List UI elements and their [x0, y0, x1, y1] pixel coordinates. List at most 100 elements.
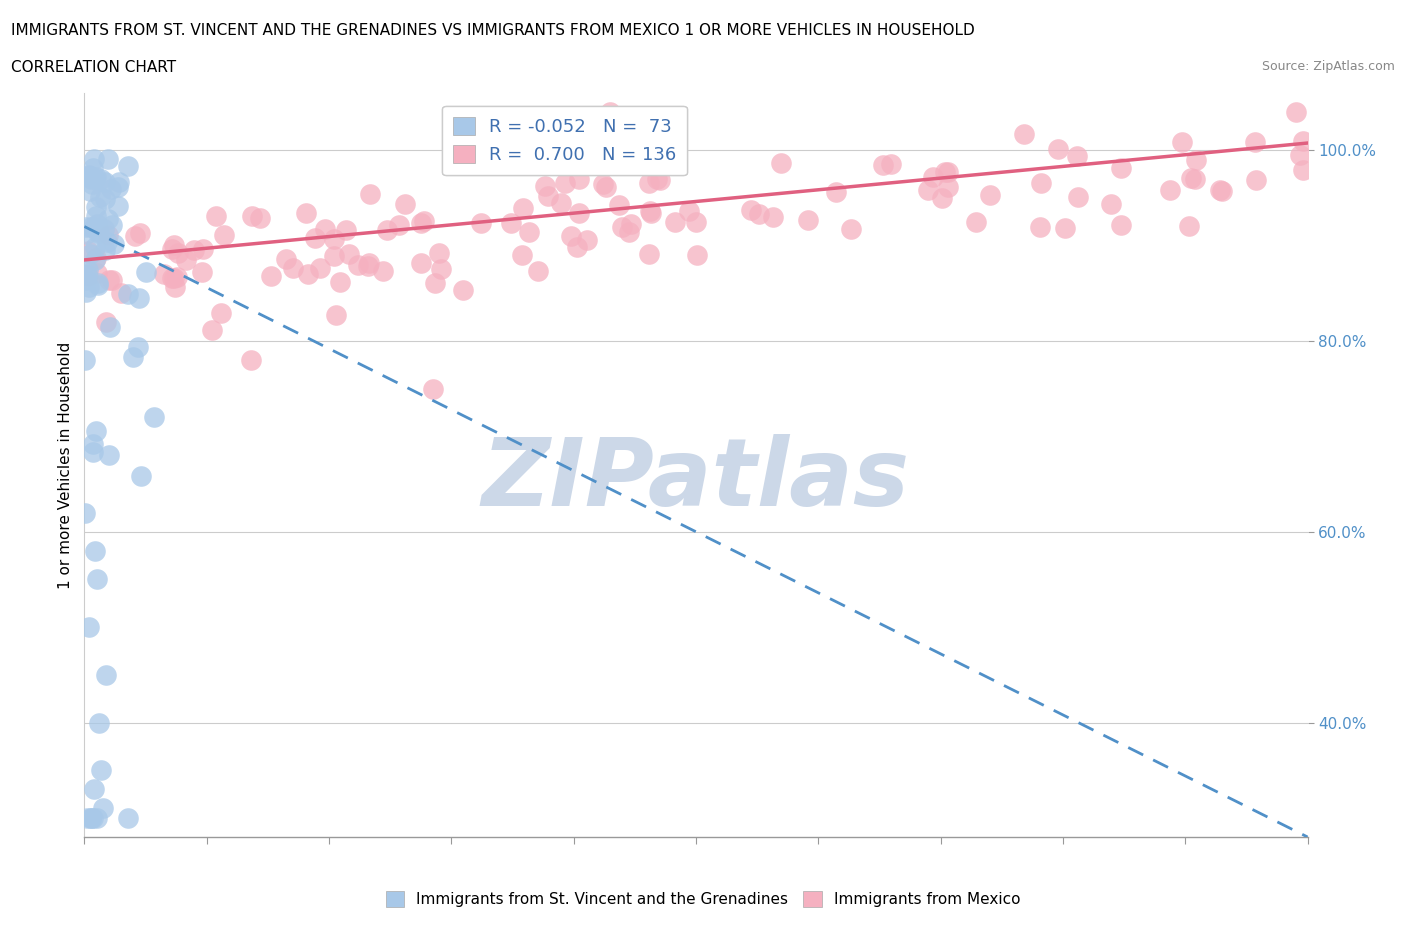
- Point: [517, 224, 540, 239]
- Point: [80, 810, 103, 825]
- Point: [609, 198, 631, 213]
- Point: [510, 247, 533, 262]
- Point: [1047, 141, 1070, 156]
- Point: [117, 159, 139, 174]
- Point: [797, 212, 820, 227]
- Point: [93, 221, 115, 236]
- Point: [1067, 190, 1090, 205]
- Point: [550, 195, 572, 210]
- Point: [190, 264, 212, 279]
- Point: [347, 257, 370, 272]
- Point: [77, 280, 100, 295]
- Point: [1211, 183, 1233, 198]
- Point: [451, 283, 474, 298]
- Point: [90, 172, 112, 187]
- Point: [304, 231, 326, 246]
- Point: [97, 211, 120, 226]
- Point: [648, 172, 671, 187]
- Point: [678, 203, 700, 218]
- Point: [839, 221, 862, 236]
- Point: [560, 228, 582, 243]
- Point: [90, 763, 112, 777]
- Point: [73, 352, 96, 367]
- Point: [201, 323, 224, 338]
- Point: [308, 261, 330, 276]
- Point: [917, 182, 939, 197]
- Point: [76, 810, 98, 825]
- Point: [371, 263, 394, 278]
- Point: [748, 206, 770, 221]
- Point: [430, 261, 453, 276]
- Point: [83, 253, 105, 268]
- Point: [107, 179, 129, 194]
- Point: [77, 619, 100, 634]
- Point: [82, 445, 104, 460]
- Point: [1308, 177, 1330, 192]
- Point: [91, 801, 114, 816]
- Point: [82, 177, 104, 192]
- Point: [1291, 134, 1313, 149]
- Point: [131, 469, 153, 484]
- Point: [166, 270, 188, 285]
- Point: [76, 244, 98, 259]
- Point: [260, 269, 283, 284]
- Point: [281, 260, 304, 275]
- Point: [77, 167, 100, 182]
- Point: [75, 505, 97, 520]
- Point: [89, 190, 111, 205]
- Point: [77, 168, 100, 183]
- Point: [193, 242, 215, 257]
- Point: [239, 352, 262, 367]
- Point: [1180, 171, 1202, 186]
- Point: [575, 232, 598, 247]
- Point: [357, 256, 380, 271]
- Point: [101, 272, 124, 287]
- Point: [685, 215, 707, 230]
- Point: [1288, 148, 1310, 163]
- Point: [87, 276, 110, 291]
- Point: [568, 171, 591, 186]
- Point: [212, 228, 235, 243]
- Point: [108, 175, 131, 190]
- Point: [411, 216, 433, 231]
- Point: [80, 172, 103, 187]
- Point: [1292, 163, 1315, 178]
- Point: [1066, 149, 1088, 164]
- Point: [1029, 219, 1052, 234]
- Point: [83, 219, 105, 234]
- Point: [84, 171, 107, 186]
- Legend: Immigrants from St. Vincent and the Grenadines, Immigrants from Mexico: Immigrants from St. Vincent and the Gren…: [380, 884, 1026, 913]
- Point: [100, 181, 122, 196]
- Point: [96, 668, 118, 683]
- Point: [73, 266, 96, 281]
- Point: [335, 222, 357, 237]
- Point: [128, 290, 150, 305]
- Point: [1185, 153, 1208, 167]
- Point: [645, 172, 668, 187]
- Point: [1159, 183, 1181, 198]
- Point: [94, 175, 117, 190]
- Point: [110, 286, 132, 300]
- Point: [143, 410, 166, 425]
- Point: [75, 272, 97, 287]
- Point: [127, 339, 149, 354]
- Point: [762, 210, 785, 225]
- Point: [325, 308, 347, 323]
- Point: [979, 188, 1001, 203]
- Point: [534, 179, 557, 193]
- Point: [922, 169, 945, 184]
- Point: [314, 221, 336, 236]
- Point: [84, 239, 107, 254]
- Point: [96, 234, 118, 249]
- Point: [427, 246, 450, 260]
- Point: [1178, 219, 1201, 233]
- Point: [86, 217, 108, 232]
- Point: [79, 246, 101, 261]
- Point: [101, 218, 124, 232]
- Point: [86, 810, 108, 825]
- Point: [82, 436, 104, 451]
- Point: [411, 255, 433, 270]
- Point: [77, 262, 100, 277]
- Point: [1053, 221, 1076, 236]
- Point: [87, 226, 110, 241]
